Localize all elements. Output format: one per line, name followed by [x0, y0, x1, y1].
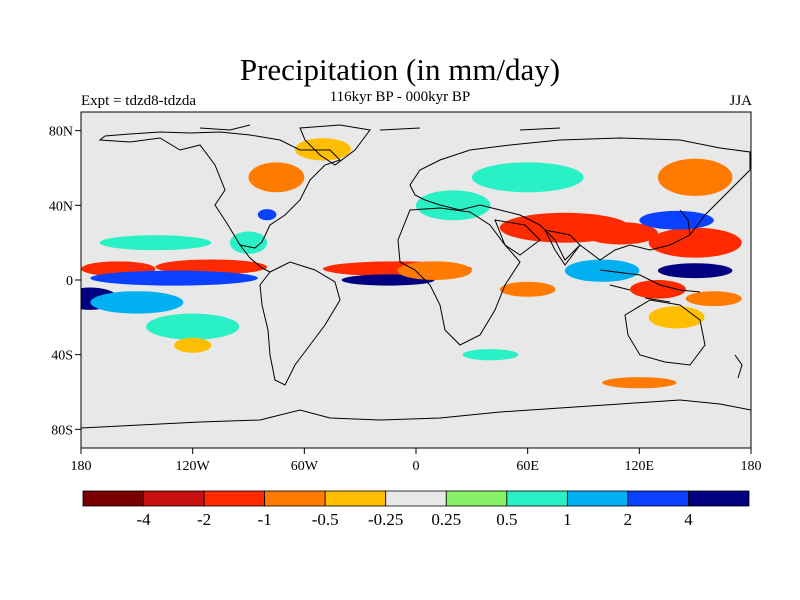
anomaly-patch [229, 231, 268, 254]
anomaly-patch [685, 291, 742, 307]
lon-tick-label: 120E [625, 459, 655, 474]
colorbar-swatch [566, 490, 629, 507]
lon-tick-label: 180 [71, 459, 92, 474]
anomaly-patch [657, 263, 733, 279]
anomaly-patch [155, 259, 268, 275]
coastline-antarctica [81, 399, 751, 429]
coastline-north-america [98, 131, 341, 249]
colorbar-label: -0.25 [368, 510, 403, 529]
lon-tick-label: 180 [741, 459, 762, 474]
anomaly-patch [174, 337, 212, 353]
colorbar-label: 2 [624, 510, 633, 529]
subtitle: 116kyr BP - 000kyr BP [329, 89, 471, 105]
coastline-greenland [299, 124, 371, 166]
anomaly-patch [639, 210, 714, 230]
coastlines [81, 124, 751, 429]
anomaly-patch [257, 209, 277, 221]
anomaly-patch [657, 158, 733, 196]
coastline-arabia [494, 219, 541, 256]
colorbar-swatch [627, 490, 689, 507]
coastline-arctic-islands [199, 124, 561, 131]
anomaly-patch [90, 291, 184, 314]
colorbar-swatch [324, 490, 387, 507]
colorbar: -4 -2 -1 -0.5 -0.25 0.25 0.5 1 2 4 [82, 490, 750, 529]
longitude-axis: 180 120W 60W 0 60E 120E 180 [71, 448, 762, 474]
colorbar-label: -2 [197, 510, 211, 529]
colorbar-swatch [143, 490, 205, 507]
lat-tick-label: 0 [66, 274, 73, 289]
colorbar-swatch [203, 490, 266, 507]
colorbar-swatch [506, 490, 568, 507]
coastline-central-america [239, 244, 271, 273]
anomaly-patch [90, 270, 258, 286]
anomaly-patch [648, 306, 705, 329]
anomaly-patch [248, 162, 305, 193]
season-label: JJA [729, 93, 752, 109]
lon-tick-label: 0 [413, 459, 420, 474]
anomaly-patch [648, 227, 742, 258]
coastline-new-zealand [734, 354, 743, 379]
anomaly-patch [99, 235, 212, 251]
lat-tick-label: 80N [49, 125, 73, 140]
latitude-axis: 80N 40N 0 40S 80S [49, 125, 81, 438]
colorbar-label: 4 [684, 510, 693, 529]
lon-tick-label: 60W [291, 459, 319, 474]
anomaly-patch [630, 280, 686, 299]
coastline-australia [624, 299, 706, 366]
anomaly-patch [499, 281, 556, 297]
coastline-africa [397, 207, 521, 346]
colorbar-swatch [264, 490, 326, 507]
coastline-eurasia [409, 137, 751, 261]
page-title: Precipitation (in mm/day) [239, 52, 561, 87]
colorbar-swatch [688, 490, 750, 507]
lat-tick-label: 80S [51, 423, 73, 438]
anomaly-patch [583, 222, 658, 245]
colorbar-swatch [445, 490, 508, 507]
experiment-label: Expt = tdzd8-tdzda [81, 93, 197, 109]
colorbar-swatch [385, 490, 447, 507]
coastline-japan [679, 209, 691, 236]
lon-tick-label: 120W [176, 459, 211, 474]
anomaly-patch [471, 162, 584, 193]
colorbar-label: -0.5 [312, 510, 339, 529]
colorbar-label: 1 [563, 510, 572, 529]
lon-tick-label: 60E [516, 459, 539, 474]
lat-tick-label: 40S [51, 349, 73, 364]
anomaly-patch [397, 261, 472, 280]
coastline-maritime-continent [599, 269, 701, 303]
anomaly-patch [146, 313, 240, 340]
colorbar-label: -4 [136, 510, 151, 529]
anomaly-patch [602, 377, 677, 389]
coastline-india [544, 229, 581, 266]
colorbar-label: 0.25 [431, 510, 461, 529]
lat-tick-label: 40N [49, 199, 73, 214]
anomaly-patch [462, 349, 519, 361]
coastline-south-america [259, 261, 341, 386]
colorbar-swatch [82, 490, 144, 507]
colorbar-label: 0.5 [496, 510, 517, 529]
colorbar-label: -1 [258, 510, 272, 529]
